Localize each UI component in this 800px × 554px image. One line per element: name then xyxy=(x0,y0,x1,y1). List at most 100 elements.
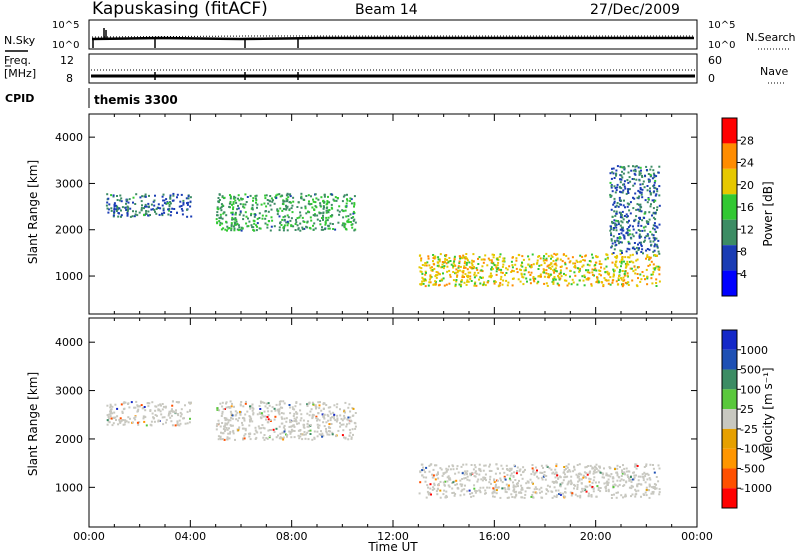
data-cell xyxy=(500,268,503,271)
data-cell xyxy=(141,407,144,410)
data-cell xyxy=(480,258,483,261)
data-cell xyxy=(419,481,422,484)
data-cell xyxy=(649,187,651,190)
data-cell xyxy=(303,221,306,223)
data-cell xyxy=(490,259,493,262)
colorbar-tick-label: -100 xyxy=(740,443,765,456)
data-cell xyxy=(230,227,233,230)
data-cell xyxy=(274,409,277,412)
data-cell xyxy=(594,267,597,270)
data-cell xyxy=(614,224,617,227)
data-cell xyxy=(467,274,470,277)
data-cell xyxy=(459,494,462,497)
colorbar-swatch xyxy=(722,143,737,169)
data-cell xyxy=(597,281,600,284)
data-cell xyxy=(652,464,654,466)
data-cell xyxy=(235,418,238,421)
data-cell xyxy=(551,472,554,475)
data-cell xyxy=(314,213,316,216)
data-cell xyxy=(135,193,138,196)
data-cell xyxy=(458,283,461,286)
data-cell xyxy=(429,487,432,490)
data-cell xyxy=(630,267,633,270)
data-cell xyxy=(448,465,450,468)
data-cell xyxy=(112,194,115,197)
data-cell xyxy=(245,201,248,203)
data-cell xyxy=(495,492,498,495)
data-cell xyxy=(169,214,172,217)
data-cell xyxy=(644,481,647,484)
radar-title: Kapuskasing (fitACF) xyxy=(92,0,268,19)
data-cell xyxy=(484,464,487,467)
data-cell xyxy=(189,196,192,199)
data-cell xyxy=(545,272,548,275)
data-cell xyxy=(217,200,220,203)
data-cell xyxy=(653,184,656,187)
data-cell xyxy=(327,224,330,227)
data-cell xyxy=(634,464,637,467)
data-cell xyxy=(437,473,439,475)
data-cell xyxy=(354,425,357,428)
data-cell xyxy=(636,196,639,199)
data-cell xyxy=(527,255,530,258)
data-cell xyxy=(271,199,274,202)
data-cell xyxy=(615,496,618,499)
data-cell xyxy=(519,468,522,471)
data-cell xyxy=(132,196,135,199)
data-cell xyxy=(169,194,172,197)
data-cell xyxy=(595,269,598,272)
y-tick: 2000 xyxy=(55,433,697,446)
data-cell xyxy=(631,247,634,250)
data-cell xyxy=(144,193,147,196)
data-cell xyxy=(587,277,590,280)
data-cell xyxy=(321,217,323,219)
data-cell xyxy=(654,179,657,182)
data-cell xyxy=(269,419,272,421)
data-cell xyxy=(223,417,226,419)
data-cell xyxy=(518,479,520,482)
data-cell xyxy=(564,495,567,498)
data-cell xyxy=(296,206,299,208)
data-cell xyxy=(638,233,641,236)
data-cell xyxy=(237,419,239,422)
data-cell xyxy=(179,422,182,425)
data-cell xyxy=(652,224,655,227)
data-cell xyxy=(613,227,615,229)
data-cell xyxy=(302,433,305,436)
data-cell xyxy=(646,472,649,475)
data-cell xyxy=(582,279,585,282)
data-cell xyxy=(456,271,459,274)
data-cell xyxy=(621,283,623,286)
y-tick-label: 3000 xyxy=(55,385,83,398)
data-cell xyxy=(617,205,620,208)
data-cell xyxy=(116,206,119,209)
data-cell xyxy=(282,208,285,210)
data-cell xyxy=(645,235,648,238)
data-cell xyxy=(614,256,617,258)
data-cell xyxy=(447,468,450,471)
data-cell xyxy=(609,172,612,175)
data-cell xyxy=(545,257,548,260)
data-cell xyxy=(288,208,291,211)
data-cell xyxy=(596,255,599,258)
data-cell xyxy=(616,266,619,269)
data-cell xyxy=(478,256,481,259)
data-cell xyxy=(168,208,171,210)
data-cell xyxy=(263,401,266,404)
data-cell xyxy=(113,417,116,419)
data-cell xyxy=(436,493,439,496)
data-cell xyxy=(506,468,508,471)
data-cell xyxy=(244,433,247,436)
data-cell xyxy=(652,250,655,253)
data-cell xyxy=(328,209,331,211)
data-cell xyxy=(643,494,646,496)
data-cell xyxy=(638,179,641,182)
data-cell xyxy=(559,483,562,486)
data-cell xyxy=(254,213,257,216)
data-cell xyxy=(176,211,178,214)
data-cell xyxy=(594,261,597,264)
data-cell xyxy=(453,255,456,258)
data-cell xyxy=(579,496,582,499)
data-cell xyxy=(353,229,356,232)
data-cell xyxy=(658,488,661,491)
